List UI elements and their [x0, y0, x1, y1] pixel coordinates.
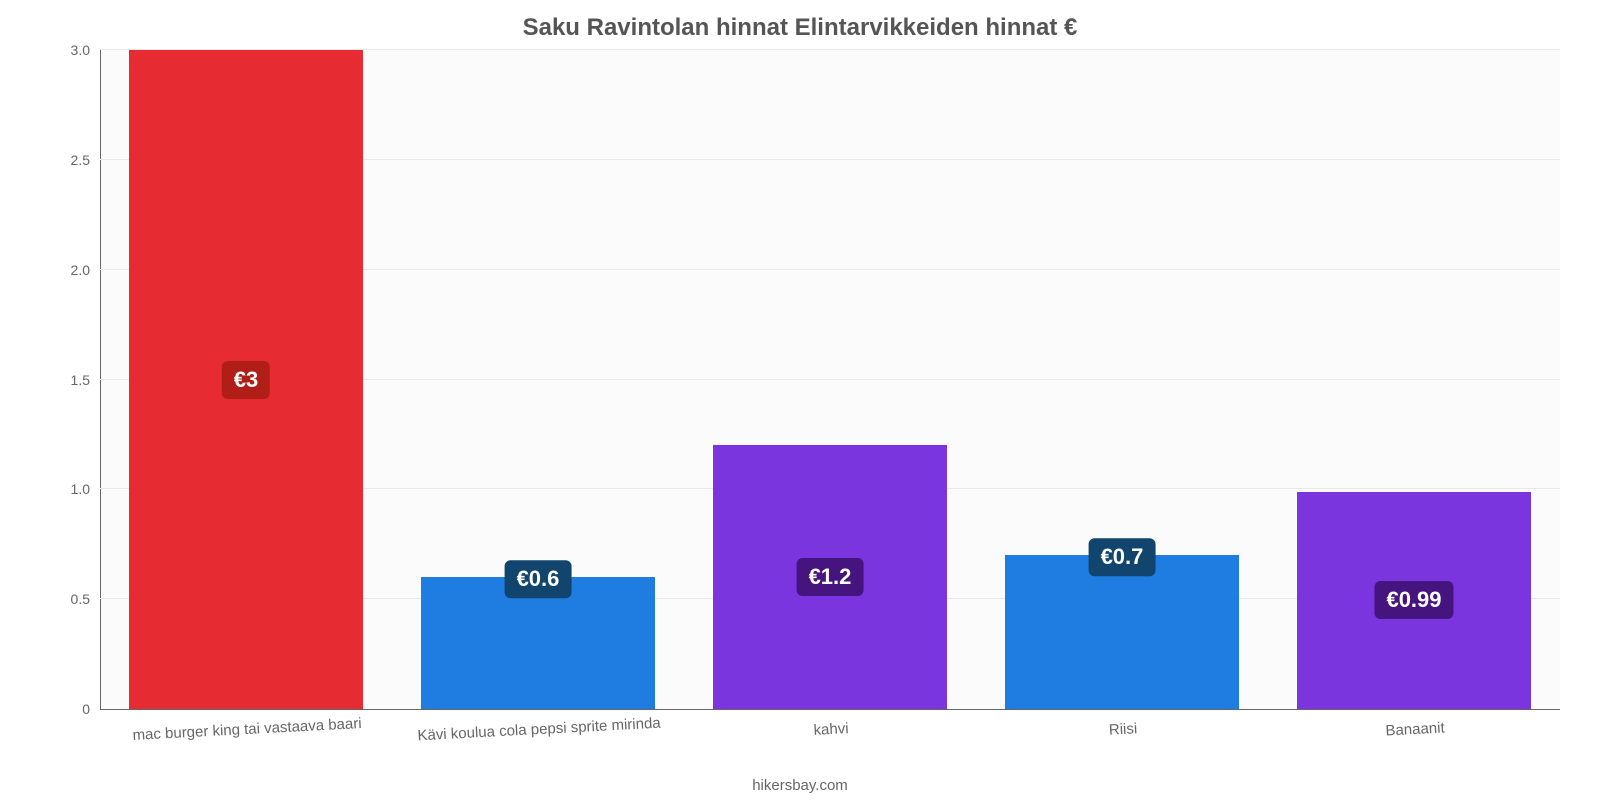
y-tick-label: 0: [82, 701, 100, 717]
bar-value-badge: €0.6: [505, 560, 572, 598]
bar: €0.99: [1297, 492, 1531, 709]
y-tick-label: 2.5: [71, 152, 100, 168]
x-tick-label: Riisi: [1108, 708, 1138, 738]
y-tick-label: 2.0: [71, 262, 100, 278]
y-tick-label: 1.5: [71, 372, 100, 388]
y-tick-label: 0.5: [71, 591, 100, 607]
x-tick-label: kahvi: [813, 708, 850, 739]
bar-value-badge: €1.2: [797, 558, 864, 596]
bar-value-badge: €3: [222, 361, 270, 399]
x-tick-label: Banaanit: [1384, 707, 1445, 739]
bar-value-badge: €0.99: [1374, 581, 1453, 619]
chart-plot-area: 00.51.01.52.02.53.0€3mac burger king tai…: [100, 50, 1560, 710]
chart-title: Saku Ravintolan hinnat Elintarvikkeiden …: [0, 14, 1600, 42]
bar: €0.7: [1005, 555, 1239, 709]
x-tick-label: mac burger king tai vastaava baari: [132, 703, 363, 744]
y-tick-label: 3.0: [71, 42, 100, 58]
bar: €0.6: [421, 577, 655, 709]
chart-attribution: hikersbay.com: [0, 777, 1600, 794]
bar: €3: [129, 50, 363, 709]
y-tick-label: 1.0: [71, 481, 100, 497]
bar: €1.2: [713, 445, 947, 709]
bar-value-badge: €0.7: [1089, 538, 1156, 576]
